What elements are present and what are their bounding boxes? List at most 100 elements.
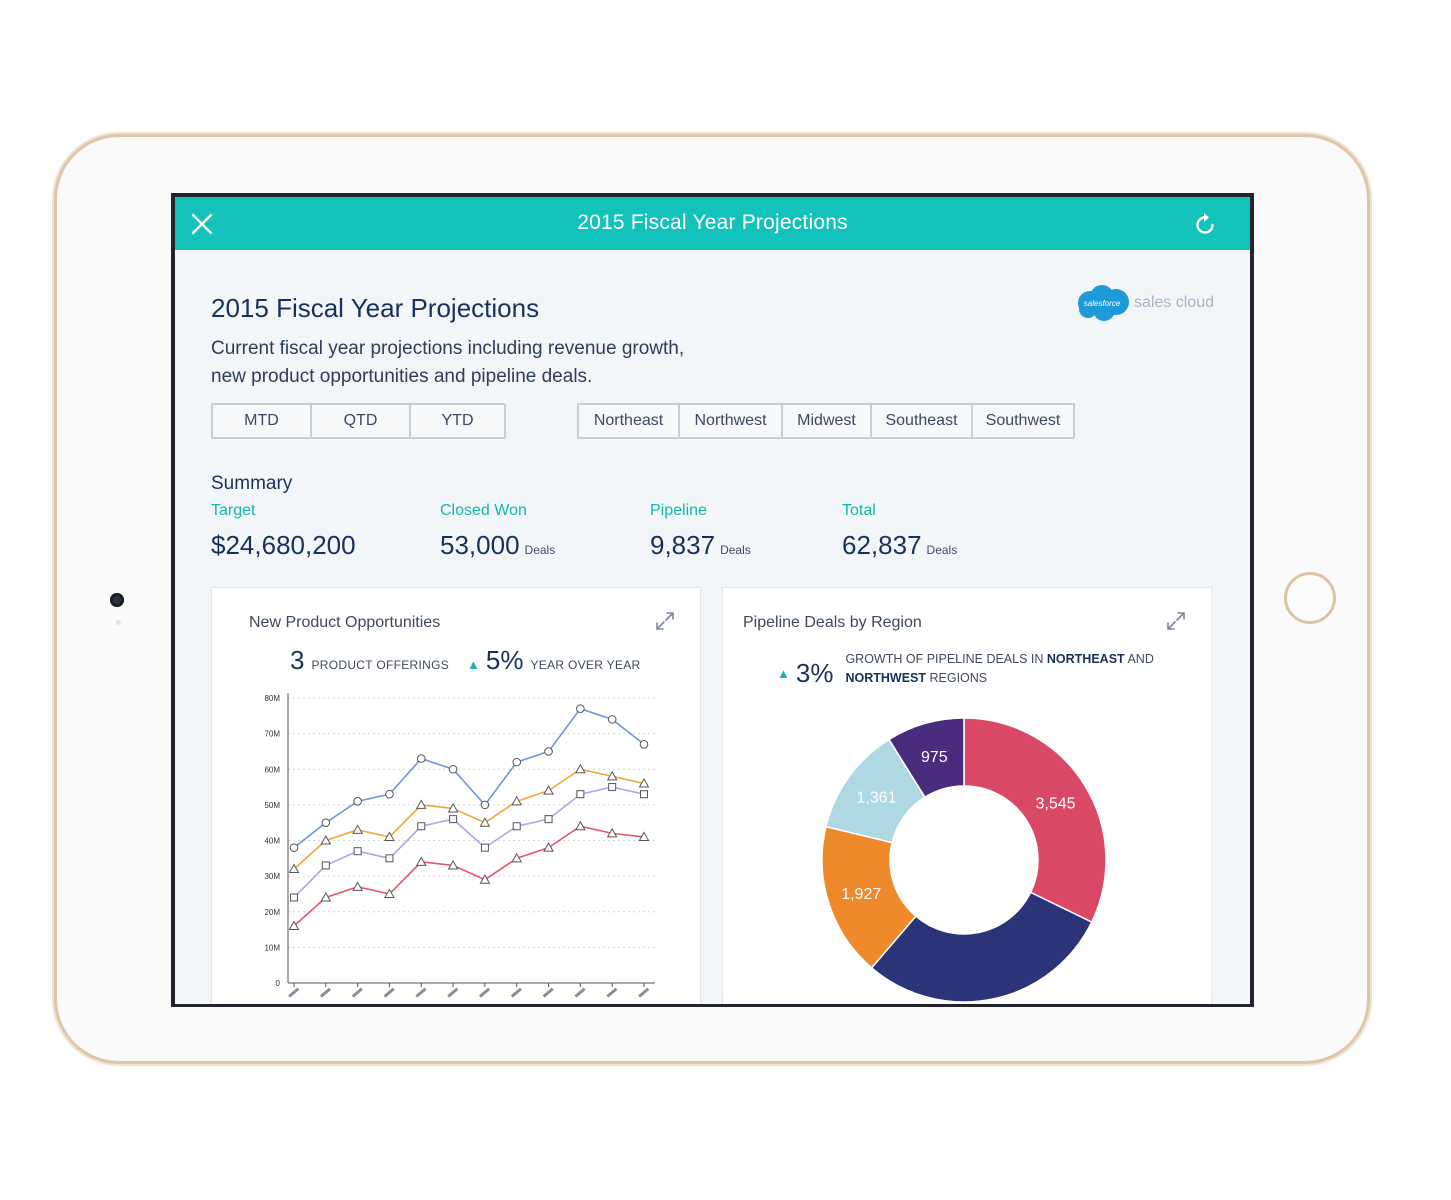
app-screen: 2015 Fiscal Year Projections 2015 Fiscal…: [171, 193, 1254, 1007]
region-northwest-button[interactable]: Northwest: [680, 405, 783, 437]
data-point: [384, 831, 395, 841]
refresh-icon[interactable]: [1192, 211, 1218, 237]
data-point: [353, 797, 362, 806]
x-tick-label: [351, 987, 363, 998]
data-point: [352, 824, 363, 834]
metric-number: $24,680,200: [211, 530, 356, 560]
topbar-title: 2015 Fiscal Year Projections: [577, 211, 848, 234]
growth-text-part: REGIONS: [926, 670, 988, 685]
data-point: [511, 852, 523, 863]
slice-label: 1,361: [856, 790, 896, 807]
data-point: [415, 799, 427, 809]
y-tick-label: 70M: [264, 730, 280, 739]
data-point: [479, 874, 491, 884]
offerings-value: 3: [290, 645, 305, 675]
metric-number: 62,837: [842, 530, 922, 560]
data-point: [512, 822, 521, 831]
metric-unit: Deals: [720, 543, 751, 557]
up-triangle-icon: ▲: [777, 666, 790, 681]
slice-label: 975: [921, 749, 948, 766]
y-tick-label: 60M: [264, 765, 280, 774]
data-point: [576, 790, 585, 799]
data-point: [608, 783, 617, 792]
pipeline-growth-text: GROWTH OF PIPELINE DEALS IN NORTHEAST AN…: [845, 650, 1153, 688]
metric-number: 9,837: [650, 530, 716, 560]
data-point: [321, 861, 330, 870]
metric-target: Target $24,680,200: [211, 502, 356, 561]
pipeline-donut-chart: 3,545 1,927 1,361 975: [821, 717, 1107, 1003]
donut-slice: [887, 717, 965, 799]
data-point: [511, 795, 523, 806]
y-tick-label: 30M: [264, 872, 280, 881]
data-point: [606, 827, 618, 838]
metric-number: 53,000: [440, 530, 520, 560]
data-point: [417, 822, 426, 831]
data-point: [543, 785, 554, 795]
data-point: [320, 891, 332, 902]
x-tick-label: [319, 987, 332, 998]
data-point: [448, 764, 458, 774]
opportunities-line-chart: 0 10M 20M 30M 40M 50M 60M 70M 80M: [264, 693, 655, 998]
region-filter: Northeast Northwest Midwest Southeast So…: [577, 403, 1075, 439]
data-point: [544, 815, 553, 824]
region-midwest-button[interactable]: Midwest: [783, 405, 872, 437]
data-point: [638, 831, 650, 841]
y-tick-label: 80M: [264, 694, 280, 703]
growth-text-part: GROWTH OF PIPELINE DEALS IN: [845, 651, 1047, 666]
slice-label: 1,927: [841, 886, 881, 903]
expand-icon[interactable]: [1165, 610, 1187, 632]
salesforce-brand: salesforce sales cloud: [1074, 283, 1214, 323]
light-sensor: [116, 620, 121, 625]
data-point: [449, 815, 458, 824]
data-point: [638, 777, 650, 788]
opportunities-card: New Product Opportunities 3 PRODUCT OFFE…: [211, 587, 701, 1004]
description-line: new product opportunities and pipeline d…: [211, 366, 593, 387]
data-point: [288, 920, 300, 930]
data-point: [480, 800, 490, 810]
metric-unit: Deals: [926, 543, 958, 557]
data-point: [479, 817, 491, 827]
logo-text: salesforce: [1084, 299, 1121, 308]
description-line: Current fiscal year projections includin…: [211, 338, 685, 359]
data-point: [576, 704, 585, 713]
series-line: [293, 786, 645, 899]
data-point: [607, 715, 617, 724]
data-point: [575, 820, 586, 831]
pipeline-card: Pipeline Deals by Region ▲ 3% GROWTH OF …: [722, 587, 1212, 1004]
metric-value: $24,680,200: [211, 530, 356, 561]
pipeline-stats: ▲ 3% GROWTH OF PIPELINE DEALS IN NORTHEA…: [777, 652, 1154, 689]
metric-value: 62,837 Deals: [842, 530, 957, 561]
metric-value: 53,000 Deals: [440, 530, 555, 561]
up-triangle-icon: ▲: [467, 657, 480, 672]
series-line: [293, 768, 645, 870]
data-point: [447, 859, 459, 870]
expand-icon[interactable]: [654, 610, 676, 632]
metric-unit: Deals: [524, 543, 556, 557]
brand-text: sales cloud: [1133, 294, 1214, 311]
metric-label: Pipeline: [650, 502, 707, 519]
metric-label: Total: [842, 502, 876, 519]
region-southwest-button[interactable]: Southwest: [985, 412, 1061, 429]
region-northeast-button[interactable]: Northeast: [579, 405, 680, 437]
data-point: [353, 847, 362, 856]
growth-text-part: AND: [1124, 651, 1154, 666]
y-tick-label: 0: [276, 979, 281, 988]
period-mtd-button[interactable]: MTD: [213, 405, 312, 437]
home-button[interactable]: [1284, 572, 1336, 624]
x-tick-label: [606, 987, 618, 998]
series-line: [293, 707, 645, 849]
opportunities-stats: 3 PRODUCT OFFERINGS ▲ 5% YEAR OVER YEAR: [290, 645, 641, 676]
card-title: Pipeline Deals by Region: [743, 614, 922, 631]
data-point: [321, 818, 331, 827]
slice-label: 3,545: [1036, 796, 1076, 813]
region-southeast-button[interactable]: Southeast: [872, 405, 973, 437]
period-qtd-button[interactable]: QTD: [312, 405, 411, 437]
x-tick-label: [574, 987, 586, 998]
x-tick-label: [479, 987, 491, 998]
y-tick-label: 10M: [264, 943, 280, 952]
data-point: [416, 754, 426, 763]
data-point: [512, 757, 522, 767]
close-icon[interactable]: [189, 211, 215, 237]
x-tick-label: [638, 987, 650, 998]
period-ytd-button[interactable]: YTD: [441, 412, 474, 429]
